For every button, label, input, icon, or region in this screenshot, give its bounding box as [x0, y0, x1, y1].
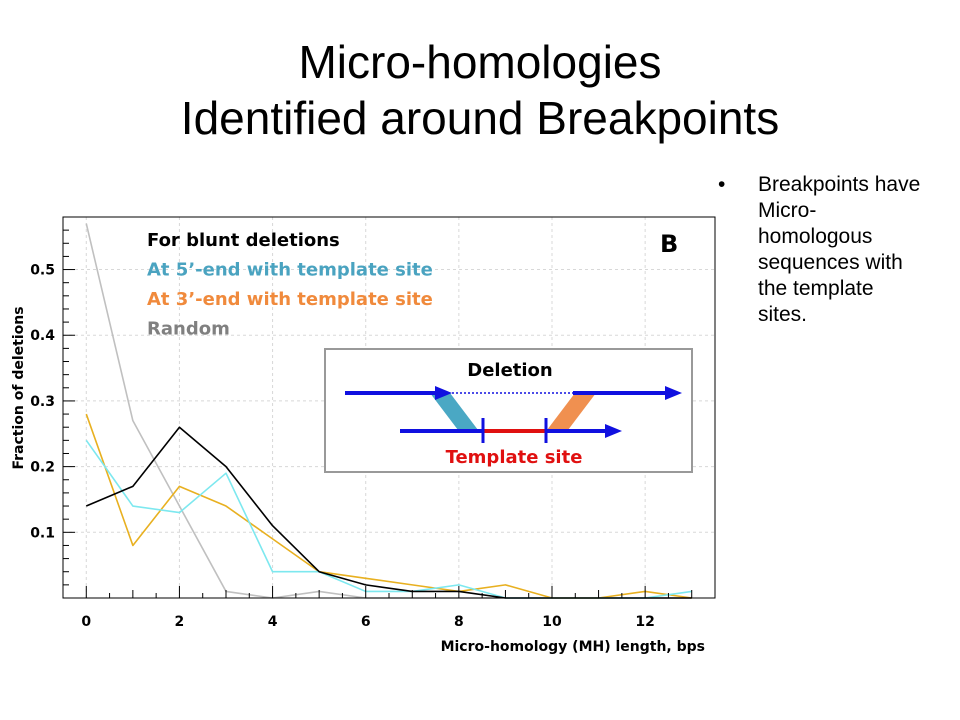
legend-item: For blunt deletions: [147, 230, 340, 251]
bullet-list: • Breakpoints have Micro-homologous sequ…: [718, 172, 948, 328]
tick-labels: 0 2 4 6 8 10 12 0.1 0.2 0.3 0.4 0.5: [30, 263, 655, 630]
x-tick-label: 10: [542, 614, 562, 630]
left-homology-band: [430, 393, 478, 430]
x-tick-label: 12: [635, 614, 654, 630]
y-tick-label: 0.3: [30, 394, 55, 410]
panel-label: B: [660, 230, 678, 258]
y-tick-label: 0.4: [30, 328, 55, 344]
deletion-label: Deletion: [467, 360, 552, 381]
template-site-label: Template site: [446, 447, 583, 468]
x-axis-label: Micro-homology (MH) length, bps: [441, 639, 705, 655]
y-tick-label: 0.2: [30, 460, 55, 476]
axis-ticks: [62, 229, 716, 598]
x-tick-label: 0: [81, 614, 91, 630]
line-chart: 0 2 4 6 8 10 12 0.1 0.2 0.3 0.4 0.5 Micro-homology …: [0, 200, 720, 660]
legend-item: At 5’-end with template site: [147, 260, 433, 281]
slide-title: Micro-homologies Identified around Break…: [0, 34, 960, 146]
legend: For blunt deletions At 5’-end with templa…: [147, 230, 433, 340]
y-axis-label: Fraction of deletions: [11, 306, 27, 469]
y-tick-label: 0.1: [30, 525, 55, 541]
slide-title-line-2: Identified around Breakpoints: [180, 92, 780, 144]
right-homology-band: [547, 393, 596, 430]
bullet-dot-icon: •: [718, 173, 726, 196]
legend-item: At 3’-end with template site: [147, 289, 433, 310]
slide-title-line-1: Micro-homologies: [298, 36, 662, 88]
top-right-arrow-head: [665, 386, 682, 400]
bullet-text: Breakpoints have Micro-homologous sequen…: [758, 173, 921, 326]
x-tick-label: 6: [361, 614, 371, 630]
y-tick-label: 0.5: [30, 263, 55, 279]
inset-box: [324, 348, 693, 473]
x-tick-label: 4: [268, 614, 278, 630]
x-tick-label: 2: [175, 614, 185, 630]
x-tick-label: 8: [454, 614, 464, 630]
deletion-diagram-inset: Deletion Template site: [324, 348, 693, 473]
bullet-item: • Breakpoints have Micro-homologous sequ…: [718, 172, 928, 328]
legend-item: Random: [147, 319, 230, 340]
top-left-arrow-head: [435, 386, 452, 400]
bottom-arrow-head: [605, 424, 622, 438]
